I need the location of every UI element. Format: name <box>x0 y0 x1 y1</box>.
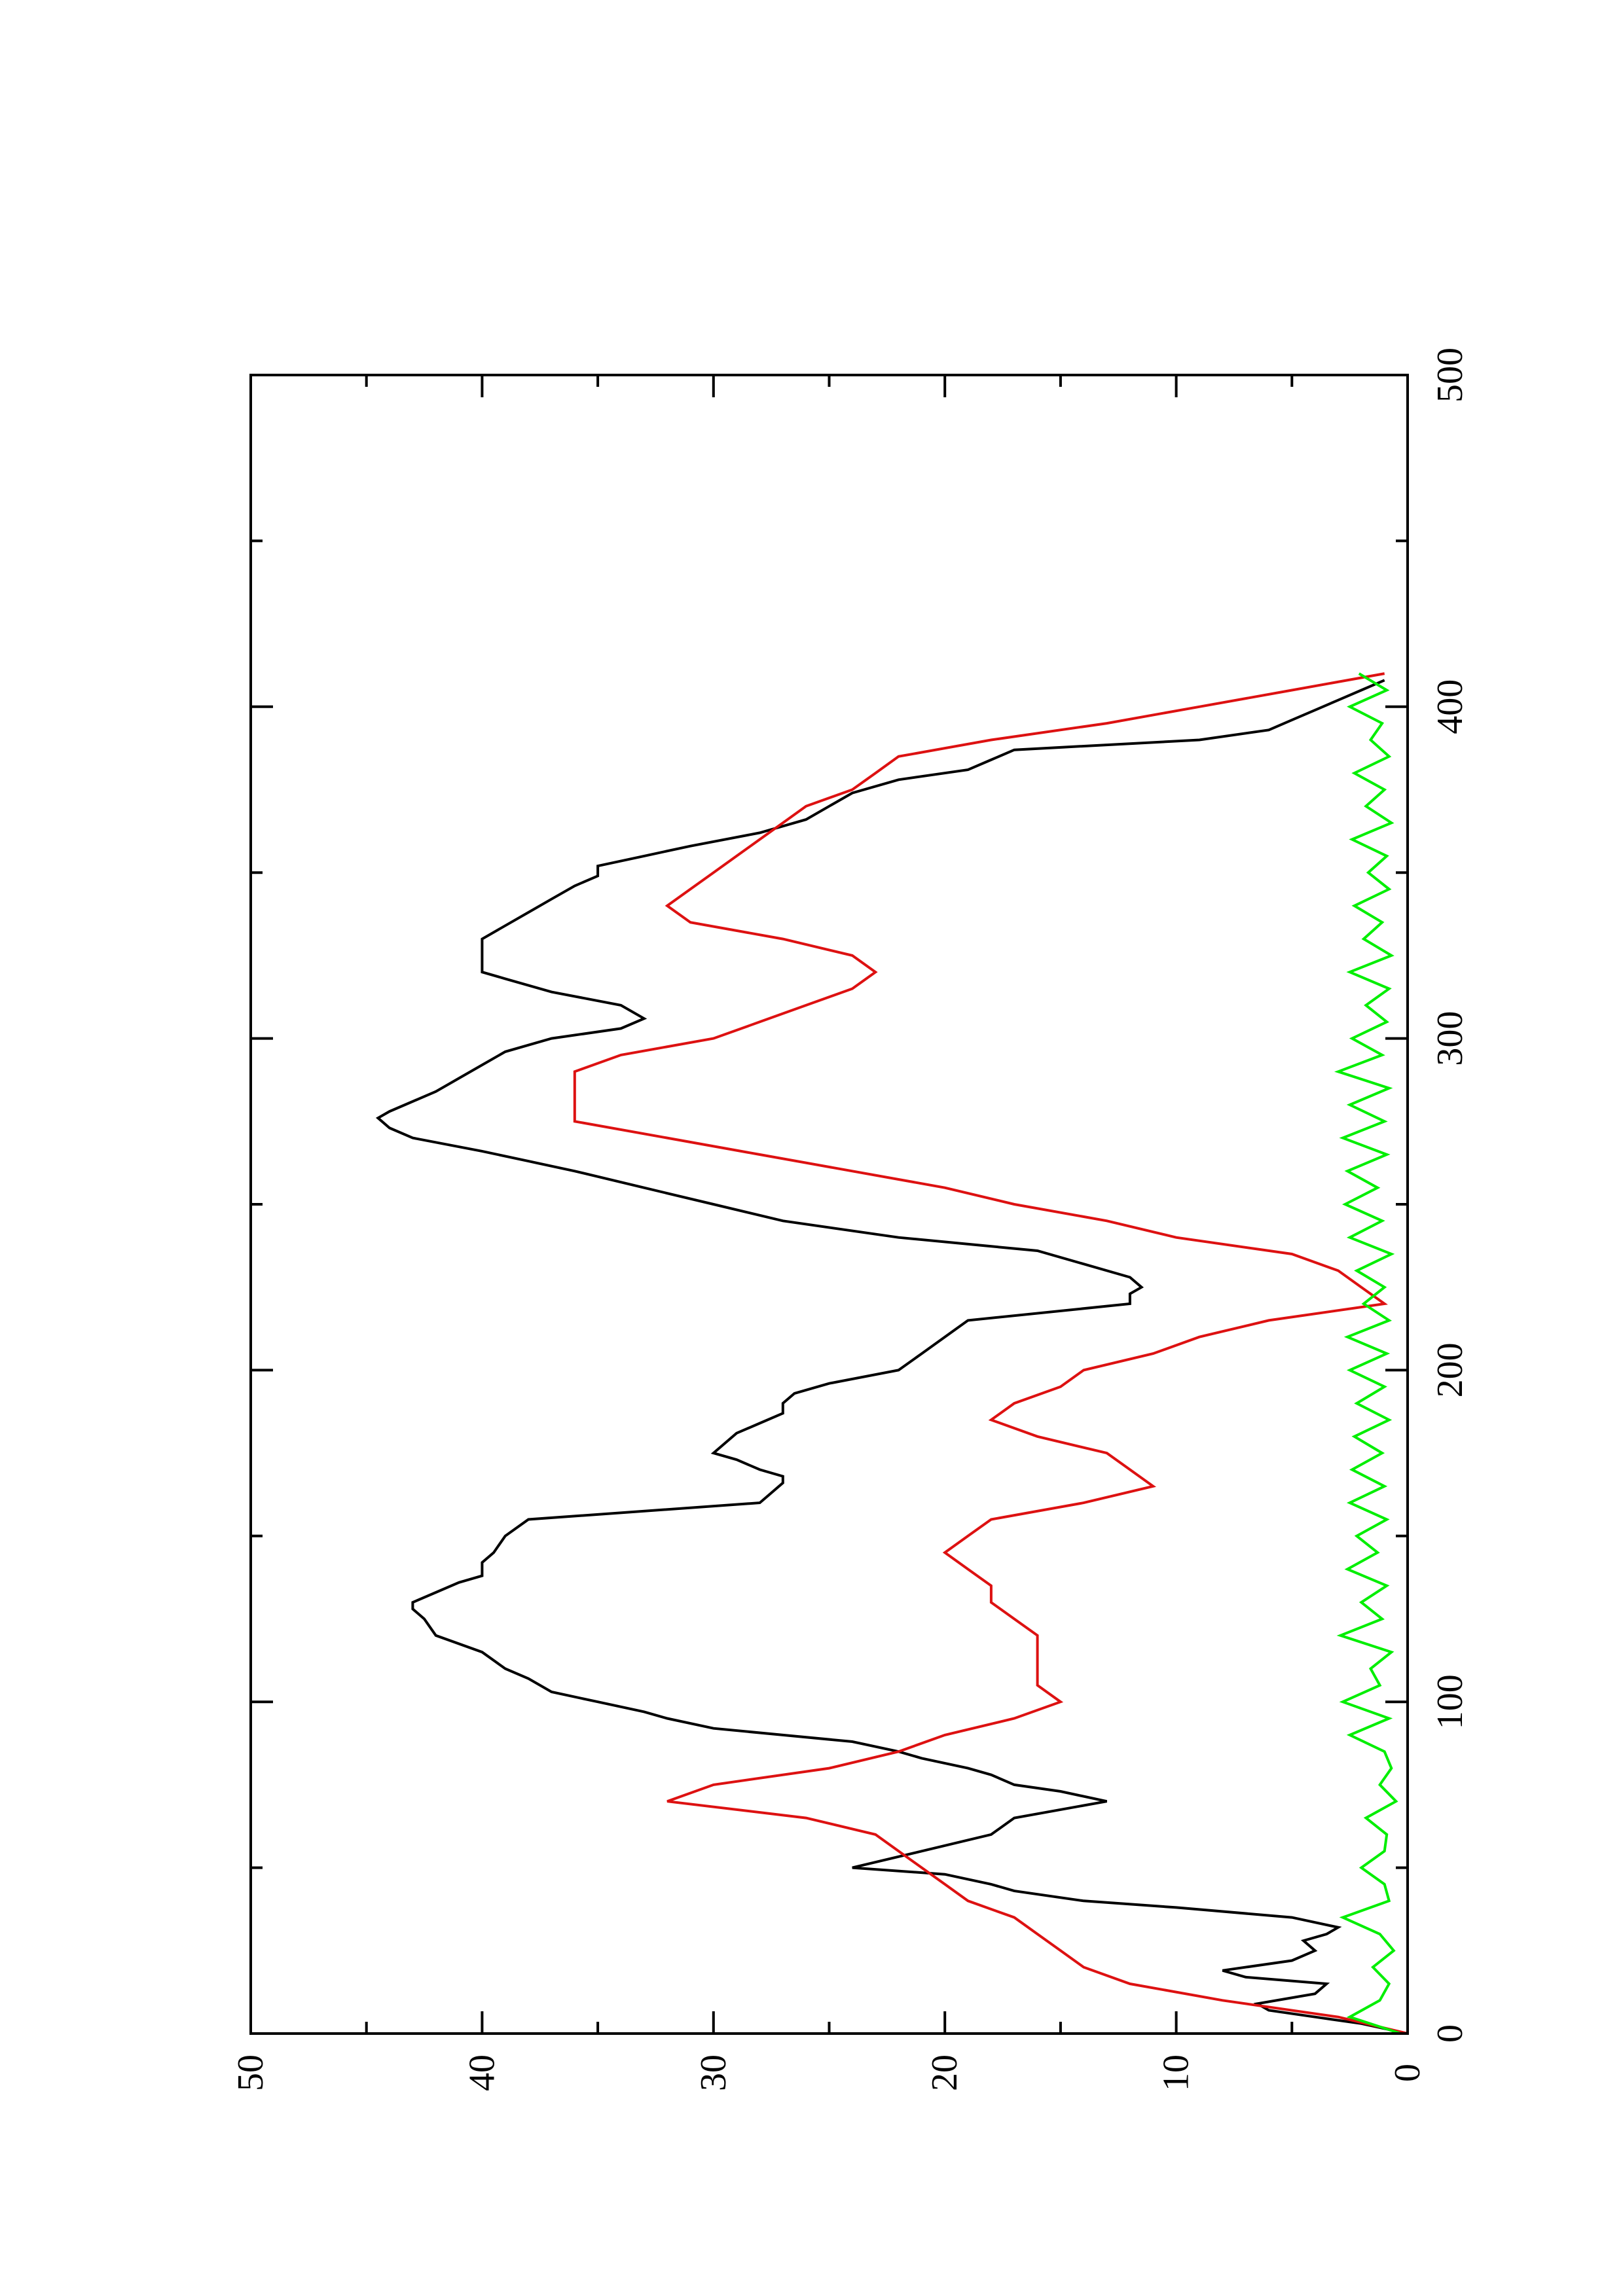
series-line-3 <box>1334 672 1402 2035</box>
series-line-2 <box>573 672 1408 2035</box>
x-tick-label: 200 <box>1430 1342 1470 1397</box>
series-line-1 <box>375 679 1408 2035</box>
x-tick-label: 300 <box>1430 1011 1470 1066</box>
y-tick-label: 50 <box>230 2054 271 2091</box>
y-tick-label: 40 <box>462 2054 502 2091</box>
y-tick-label: 20 <box>924 2054 965 2091</box>
series-layer <box>375 672 1408 2035</box>
y-tick-label: 30 <box>693 2054 734 2091</box>
x-tick-label: 400 <box>1430 679 1470 734</box>
x-tick-label: 0 <box>1430 2024 1470 2043</box>
y-tick-label: 0 <box>1387 2064 1428 2082</box>
tick-labels: 0 100 200 300 400 500 0 10 20 30 40 50 <box>230 348 1470 2091</box>
x-tick-label: 500 <box>1430 348 1470 403</box>
x-tick-label: 100 <box>1430 1674 1470 1729</box>
plot-frame <box>249 374 1409 2035</box>
y-tick-label: 10 <box>1156 2054 1197 2091</box>
